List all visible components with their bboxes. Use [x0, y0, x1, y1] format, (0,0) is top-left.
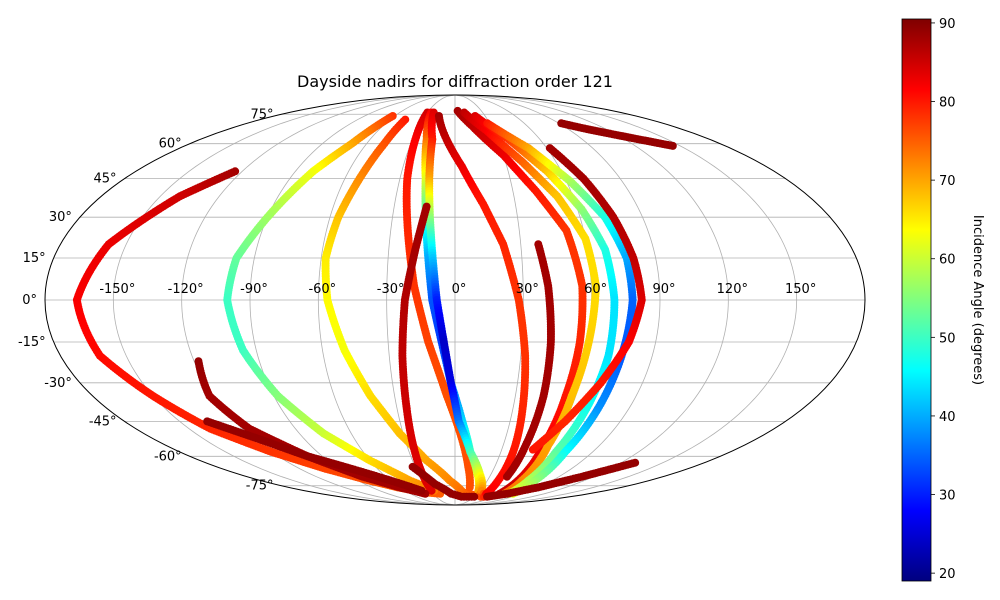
colorbar-label: Incidence Angle (degrees) — [970, 215, 985, 385]
lon-tick-label: 30° — [516, 282, 539, 297]
latitude-tick-labels: -75° -60° -45° -30° -15° 0° 15° 30° 45° 60° 75° — [18, 107, 274, 493]
colorbar: 20 30 40 50 60 70 80 90 Incidence Angle (degree… — [901, 17, 985, 582]
colorbar-ticks: 20 30 40 50 60 70 80 90 — [931, 17, 956, 582]
lat-tick-label: 75° — [250, 107, 273, 122]
data-point — [631, 458, 640, 467]
lon-tick-label: 150° — [785, 282, 816, 297]
lon-tick-label: 0° — [452, 282, 467, 297]
colorbar-tick-label: 80 — [939, 96, 956, 111]
lat-tick-label: 0° — [22, 293, 37, 308]
data-point — [465, 483, 474, 492]
lat-tick-label: 60° — [159, 137, 182, 152]
colorbar-tick-label: 90 — [939, 17, 956, 32]
meridian-line — [249, 94, 456, 506]
lon-tick-label: 90° — [652, 282, 675, 297]
lon-tick-label: -150° — [99, 282, 135, 297]
data-point — [528, 445, 537, 454]
lat-tick-label: -75° — [246, 479, 274, 494]
lat-tick-label: 15° — [23, 251, 46, 266]
data-point — [417, 486, 426, 495]
data-point — [427, 486, 436, 495]
lat-tick-label: -30° — [44, 376, 72, 391]
data-point — [668, 141, 677, 150]
data-point — [502, 472, 511, 481]
colorbar-tick-label: 30 — [939, 489, 956, 504]
lon-tick-label: -90° — [240, 282, 268, 297]
data-tracks — [72, 106, 677, 501]
lon-tick-label: 60° — [584, 282, 607, 297]
lon-tick-label: -60° — [308, 282, 336, 297]
lon-tick-label: -120° — [168, 282, 204, 297]
colorbar-tick-label: 40 — [939, 410, 956, 425]
colorbar-tick-label: 50 — [939, 331, 956, 346]
chart-title: Dayside nadirs for diffraction order 121 — [297, 72, 613, 91]
meridian-line — [112, 94, 456, 506]
lat-tick-label: -15° — [18, 335, 46, 350]
longitude-tick-labels: -150° -120° -90° -60° -30° 0° 30° 60° 90° 120° 150… — [99, 282, 816, 297]
lon-tick-label: 120° — [717, 282, 748, 297]
colorbar-gradient — [901, 18, 932, 582]
map-border — [44, 94, 866, 506]
colorbar-tick-label: 20 — [939, 567, 956, 582]
lat-tick-label: -45° — [89, 414, 117, 429]
lat-tick-label: -60° — [154, 449, 182, 464]
colorbar-tick-label: 70 — [939, 174, 956, 189]
colorbar-tick-label: 60 — [939, 253, 956, 268]
lat-tick-label: 45° — [94, 172, 117, 187]
lon-tick-label: -30° — [377, 282, 405, 297]
meridian-line — [454, 94, 661, 506]
meridian-line — [454, 94, 729, 506]
lat-tick-label: 30° — [49, 210, 72, 225]
data-point — [470, 492, 479, 501]
